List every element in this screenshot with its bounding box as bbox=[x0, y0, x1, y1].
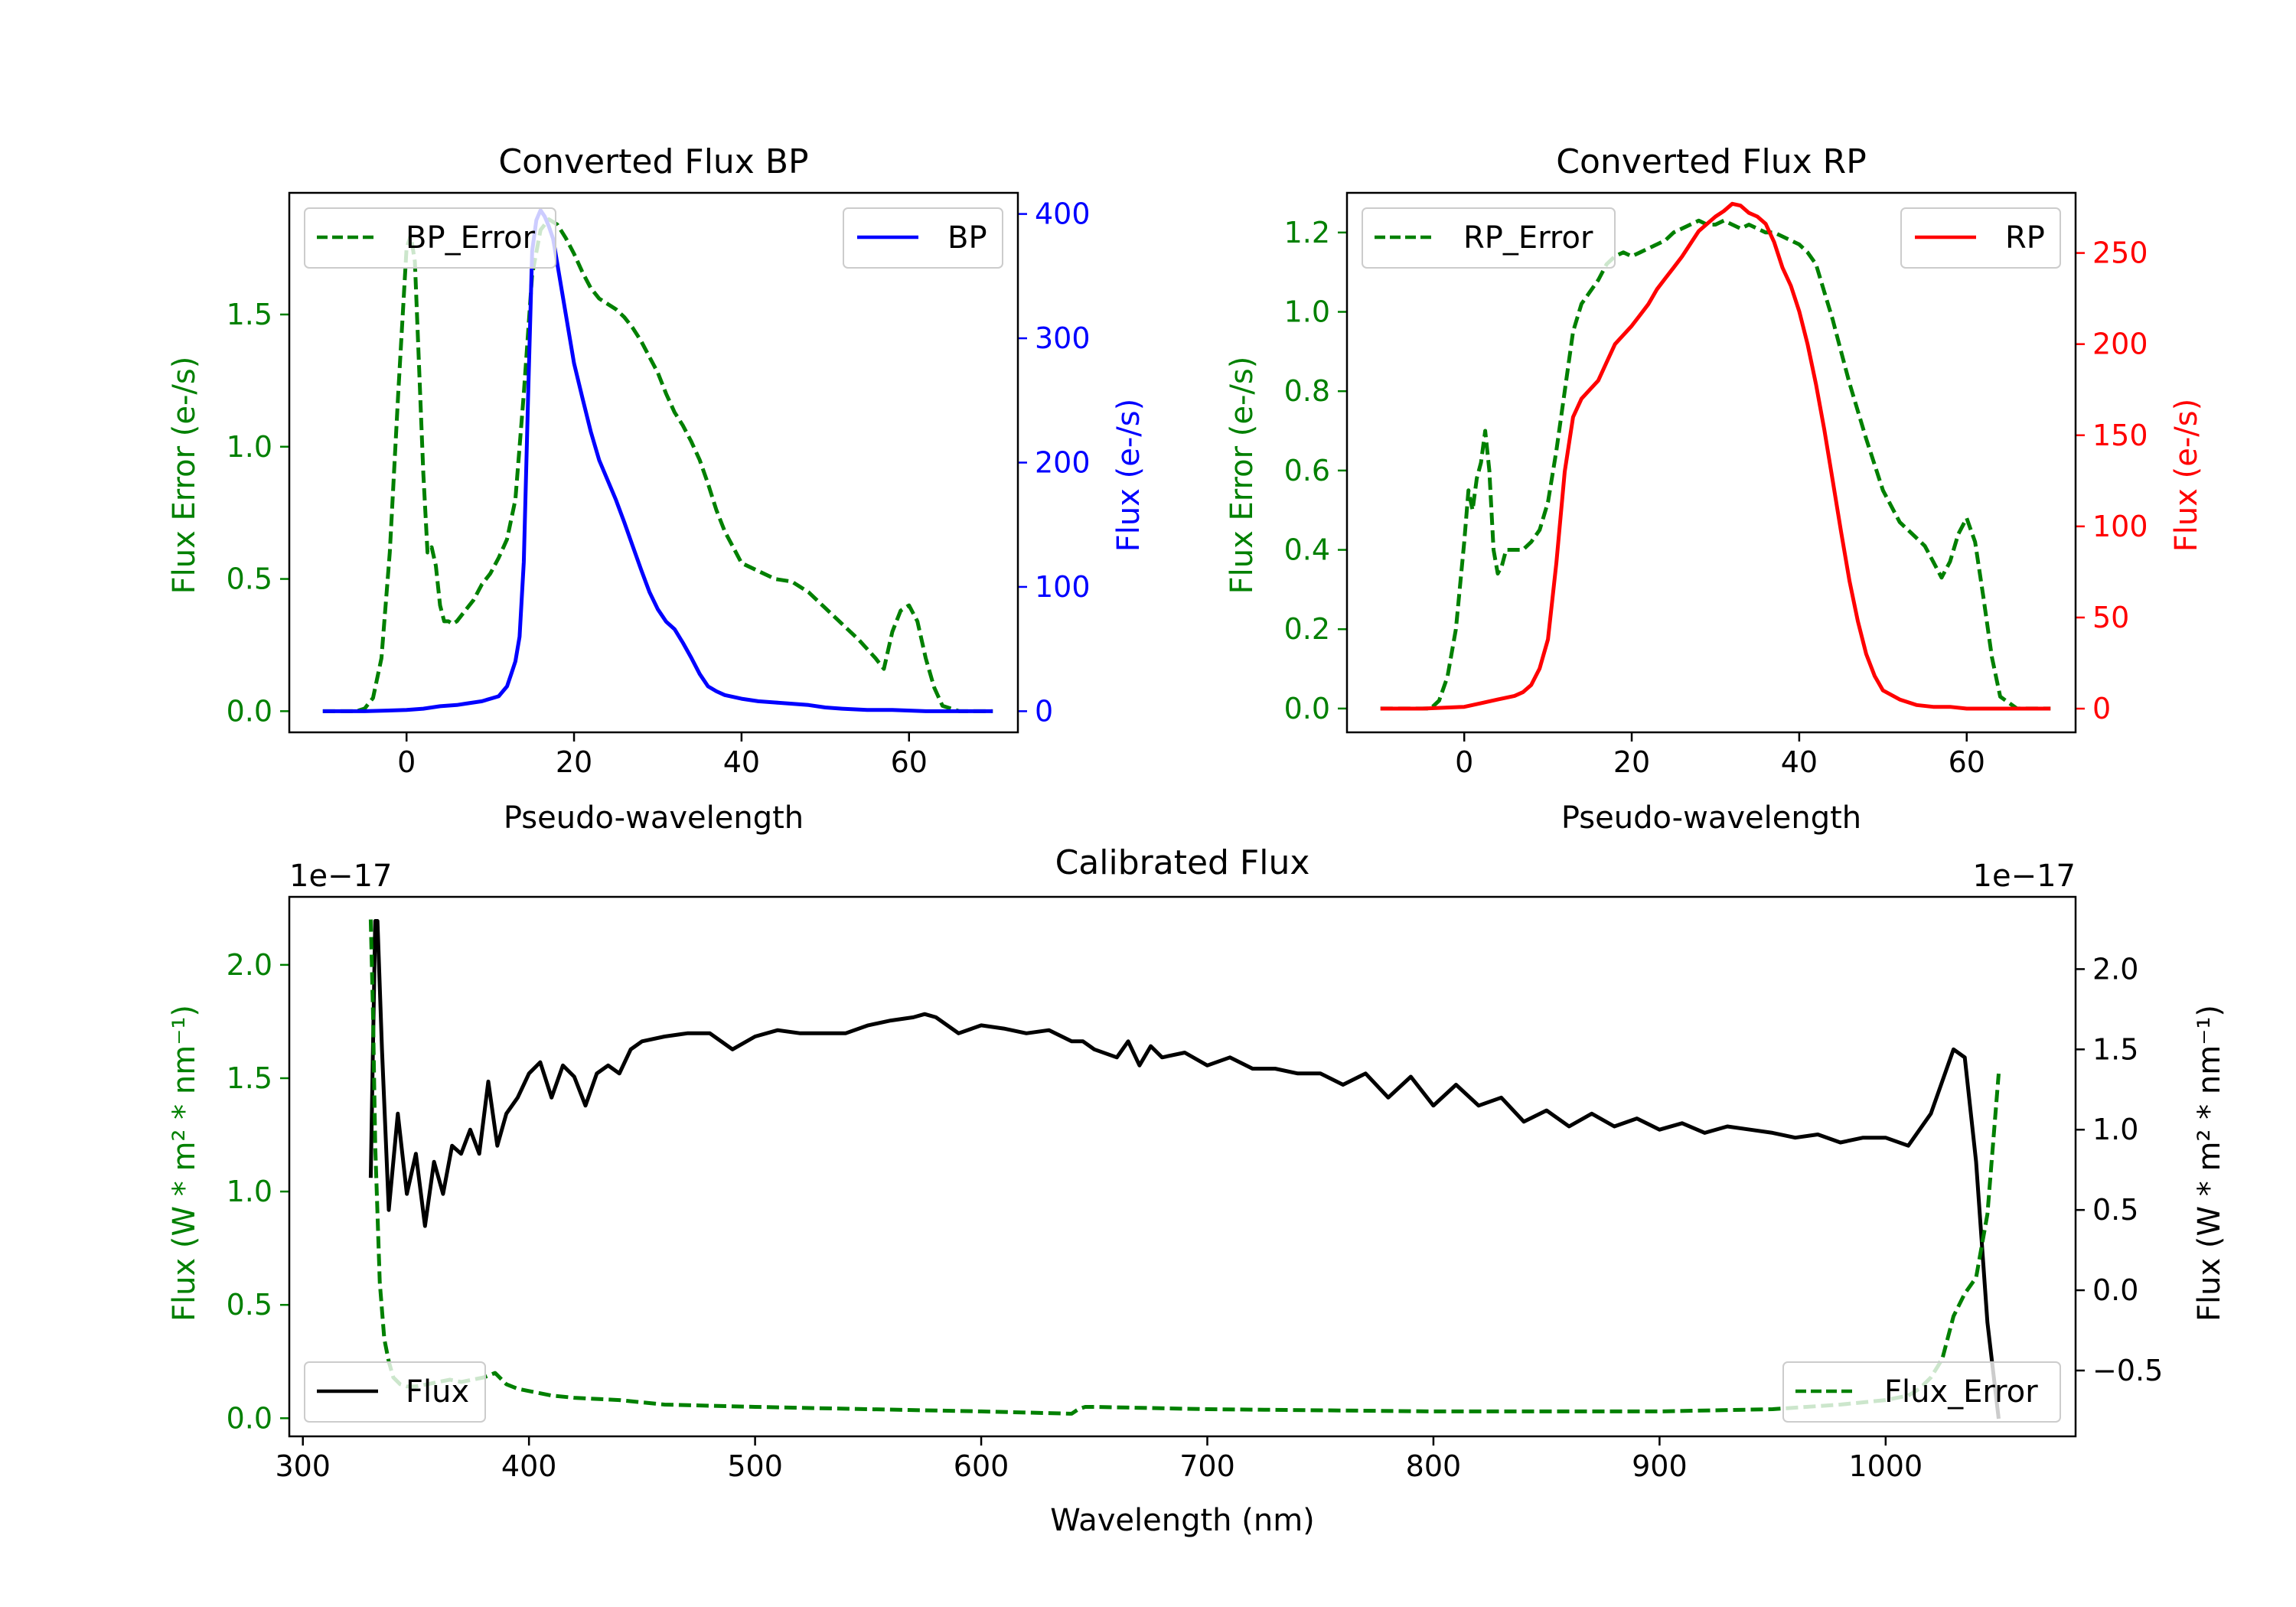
series-line-rp bbox=[1380, 201, 2051, 711]
y-tick-label-left: 1.0 bbox=[227, 430, 272, 464]
y-tick-label-right: −0.5 bbox=[2092, 1354, 2163, 1387]
ticks: 0 20 40 60 0.0 0.5 1.0 1.5 0 100 200 300 400 bbox=[227, 197, 1091, 779]
series-line-flux bbox=[368, 919, 2001, 1420]
y-axis-label-right: Flux (e-/s) bbox=[2169, 399, 2204, 552]
y-tick-label-right: 150 bbox=[2092, 419, 2148, 452]
plot-area bbox=[1380, 201, 2051, 711]
x-axis-label: Pseudo-wavelength bbox=[1561, 800, 1861, 836]
y-tick-label-left: 0.2 bbox=[1284, 612, 1330, 646]
y-tick-label-right: 0.0 bbox=[2092, 1273, 2138, 1307]
y-tick-label-left: 0.6 bbox=[1284, 454, 1330, 487]
x-tick-label: 40 bbox=[723, 745, 760, 779]
y-tick-label-right: 0 bbox=[2092, 692, 2111, 725]
x-tick-label: 20 bbox=[556, 745, 592, 779]
y-tick-label-right: 1.5 bbox=[2092, 1032, 2138, 1066]
x-tick-label: 40 bbox=[1781, 745, 1818, 779]
offset-label-left: 1e−17 bbox=[289, 859, 392, 894]
series-line-bp bbox=[322, 208, 993, 713]
y-tick-label-right: 400 bbox=[1035, 197, 1091, 231]
y-tick-label-right: 2.0 bbox=[2092, 952, 2138, 986]
y-tick-label-left: 1.0 bbox=[1284, 295, 1330, 329]
x-tick-label: 0 bbox=[1455, 745, 1473, 779]
y-tick-label-left: 0.5 bbox=[227, 562, 272, 596]
x-tick-label: 20 bbox=[1613, 745, 1650, 779]
chart-panel-bp: Converted Flux BP Pseudo-wavelength Flux… bbox=[167, 142, 1146, 836]
ticks: 300 400 500 600 700 800 900 1000 0.0 0.5 1.0 1.5 2.0… bbox=[227, 948, 2164, 1483]
series-line-rp-error bbox=[1380, 218, 2051, 711]
x-tick-label: 800 bbox=[1406, 1449, 1462, 1483]
legend-label: BP_Error bbox=[406, 220, 536, 256]
y-tick-label-left: 0.0 bbox=[227, 1401, 272, 1435]
legend-bp-error: BP_Error bbox=[304, 207, 556, 269]
y-axis-label-right: Flux (W * m² * nm⁻¹) bbox=[2192, 1005, 2227, 1322]
x-tick-label: 700 bbox=[1179, 1449, 1235, 1483]
chart-title: Converted Flux RP bbox=[1556, 142, 1867, 181]
legend-bp: BP bbox=[843, 207, 1003, 269]
y-tick-label-right: 100 bbox=[1035, 570, 1091, 604]
legend-label: RP_Error bbox=[1463, 220, 1593, 256]
y-tick-label-left: 2.0 bbox=[227, 948, 272, 982]
y-tick-label-left: 1.5 bbox=[227, 298, 272, 331]
y-tick-label-right: 200 bbox=[2092, 328, 2148, 361]
x-tick-label: 900 bbox=[1632, 1449, 1688, 1483]
y-tick-label-left: 0.8 bbox=[1284, 374, 1330, 408]
legend-box bbox=[1362, 207, 1616, 269]
y-tick-label-left: 0.0 bbox=[1284, 692, 1330, 725]
y-tick-label-left: 0.4 bbox=[1284, 533, 1330, 567]
x-tick-label: 600 bbox=[954, 1449, 1009, 1483]
y-tick-label-right: 0 bbox=[1035, 694, 1053, 728]
y-tick-label-right: 50 bbox=[2092, 601, 2129, 634]
legend-label: Flux bbox=[406, 1374, 469, 1410]
legend-label: RP bbox=[2005, 220, 2045, 256]
legend-box bbox=[843, 207, 1003, 269]
y-tick-label-right: 0.5 bbox=[2092, 1193, 2138, 1227]
ticks: 0 20 40 60 0.0 0.2 0.4 0.6 0.8 1.0 1.2 0 50 100 150 200… bbox=[1284, 216, 2148, 779]
y-tick-label-right: 200 bbox=[1035, 446, 1091, 480]
legend-rp-error: RP_Error bbox=[1362, 207, 1616, 269]
y-tick-label-right: 250 bbox=[2092, 236, 2148, 270]
x-axis-label: Pseudo-wavelength bbox=[504, 800, 804, 836]
y-tick-label-left: 1.5 bbox=[227, 1061, 272, 1095]
legend-box bbox=[1782, 1361, 2061, 1423]
axes-frame bbox=[288, 895, 2077, 1438]
y-tick-label-left: 1.0 bbox=[227, 1175, 272, 1208]
y-tick-label-left: 0.0 bbox=[227, 694, 272, 728]
y-axis-label-right: Flux (e-/s) bbox=[1111, 399, 1146, 552]
legend-box bbox=[304, 1361, 486, 1423]
legend-rp: RP bbox=[1900, 207, 2061, 269]
y-tick-label-left: 1.2 bbox=[1284, 216, 1330, 249]
x-tick-label: 60 bbox=[1949, 745, 1985, 779]
x-tick-label: 0 bbox=[397, 745, 416, 779]
offset-label-right: 1e−17 bbox=[1973, 859, 2076, 894]
chart-title: Converted Flux BP bbox=[498, 142, 808, 181]
x-tick-label: 1000 bbox=[1848, 1449, 1923, 1483]
legend-flux-error: Flux_Error bbox=[1782, 1361, 2061, 1423]
chart-panel-calibrated: Calibrated Flux Wavelength (nm) 1e−17 1e… bbox=[167, 843, 2227, 1538]
y-axis-label-left: Flux Error (e-/s) bbox=[1225, 357, 1260, 595]
y-axis-label-left: Flux Error (e-/s) bbox=[167, 357, 202, 595]
y-tick-label-right: 100 bbox=[2092, 510, 2148, 543]
y-tick-label-right: 1.0 bbox=[2092, 1113, 2138, 1146]
legend-label: Flux_Error bbox=[1884, 1374, 2038, 1410]
legend-flux: Flux bbox=[304, 1361, 486, 1423]
chart-title: Calibrated Flux bbox=[1055, 843, 1310, 882]
legend-label: BP bbox=[947, 220, 987, 256]
x-axis-label: Wavelength (nm) bbox=[1050, 1503, 1315, 1538]
plot-area bbox=[322, 208, 993, 713]
axes-frame bbox=[288, 191, 1019, 734]
y-axis-label-left: Flux (W * m² * nm⁻¹) bbox=[167, 1005, 202, 1322]
legend-box bbox=[304, 207, 556, 269]
legend-box bbox=[1900, 207, 2061, 269]
x-tick-label: 400 bbox=[501, 1449, 557, 1483]
x-tick-label: 500 bbox=[727, 1449, 783, 1483]
x-tick-label: 60 bbox=[891, 745, 928, 779]
series-line-bp-error bbox=[322, 217, 993, 713]
x-tick-label: 300 bbox=[275, 1449, 331, 1483]
y-tick-label-right: 300 bbox=[1035, 321, 1091, 355]
axes-frame bbox=[1345, 191, 2077, 734]
y-tick-label-left: 0.5 bbox=[227, 1288, 272, 1322]
chart-panel-rp: Converted Flux RP Pseudo-wavelength Flux… bbox=[1225, 142, 2204, 836]
